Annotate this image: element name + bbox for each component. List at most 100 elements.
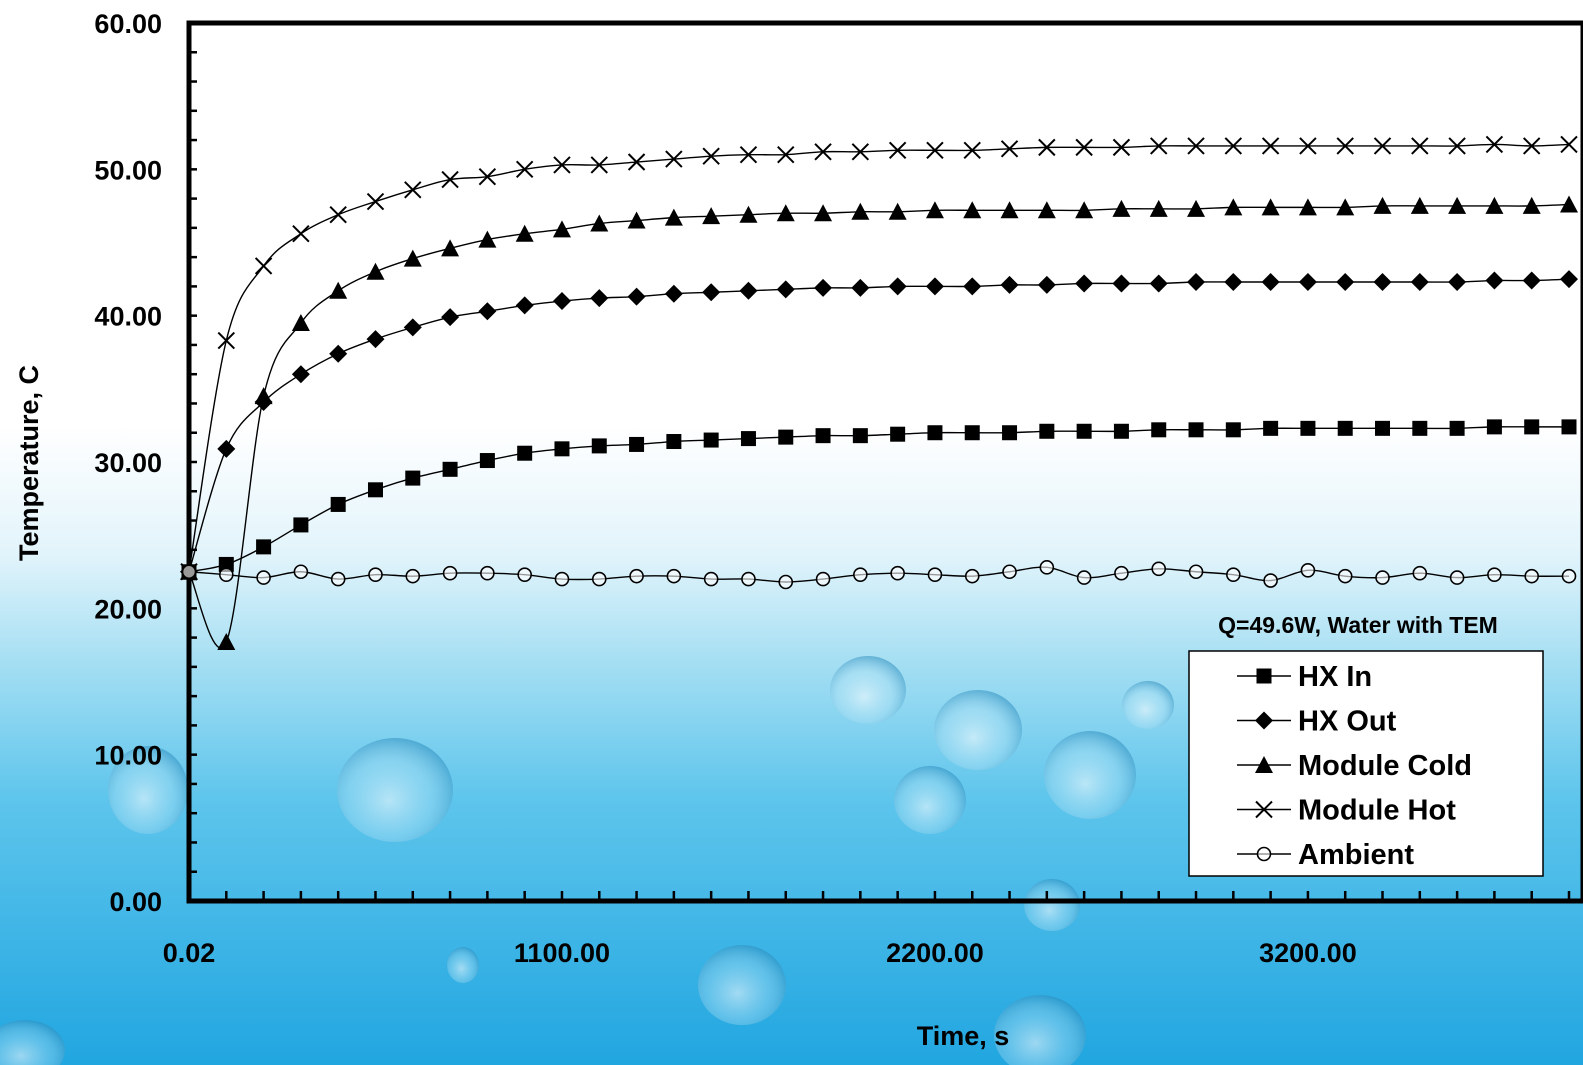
series-module-hot xyxy=(180,135,1578,581)
data-point-hx-out xyxy=(925,277,944,296)
legend: HX In HX Out Module Cold Module Hot Ambient xyxy=(1188,650,1544,877)
data-point-module-cold xyxy=(366,262,385,280)
data-point-ambient xyxy=(517,567,532,582)
data-point-ambient xyxy=(1337,568,1353,584)
data-point-hx-in xyxy=(1039,423,1055,439)
data-point-module-hot xyxy=(366,192,385,211)
data-point-module-cold xyxy=(403,249,422,267)
data-point-module-hot xyxy=(292,225,310,243)
data-point-hx-in xyxy=(852,428,868,444)
data-point-module-cold xyxy=(1037,201,1056,219)
data-point-module-cold xyxy=(478,230,497,248)
y-tick-label: 20.00 xyxy=(94,594,162,624)
data-point-hx-out xyxy=(552,292,571,311)
data-point-ambient xyxy=(181,564,197,580)
y-tick-label: 30.00 xyxy=(94,448,162,478)
data-point-module-hot xyxy=(814,143,832,161)
data-point-module-hot xyxy=(329,205,347,224)
data-point-hx-in xyxy=(218,556,234,572)
data-point-module-cold xyxy=(1000,201,1019,219)
data-point-hx-out xyxy=(963,277,982,296)
series-line-hx-out xyxy=(188,278,1570,572)
data-point-hx-out xyxy=(1187,273,1206,292)
data-point-module-hot xyxy=(1560,135,1578,154)
data-point-hx-out xyxy=(1448,273,1467,292)
data-point-module-hot xyxy=(665,150,683,168)
data-point-module-hot xyxy=(1373,137,1392,155)
series-module-cold xyxy=(180,195,1578,650)
data-point-ambient xyxy=(1039,560,1055,575)
data-point-module-hot xyxy=(478,167,497,186)
data-point-module-hot xyxy=(590,156,608,174)
data-point-ambient xyxy=(405,568,421,584)
data-point-module-hot xyxy=(851,143,870,161)
series-line-module-hot xyxy=(188,143,1570,572)
data-point-ambient xyxy=(666,568,682,584)
data-point-module-cold xyxy=(963,201,982,219)
legend-box xyxy=(1188,650,1544,877)
data-point-hx-in xyxy=(1113,423,1129,439)
data-point-ambient xyxy=(1449,570,1465,585)
data-point-hx-out xyxy=(1261,273,1280,292)
data-point-hx-out xyxy=(1112,274,1131,293)
data-point-ambient xyxy=(1300,562,1316,578)
x-tick-label: 0.02 xyxy=(163,938,216,968)
data-point-module-hot xyxy=(1224,137,1243,155)
data-point-module-hot xyxy=(404,181,422,199)
y-tick-label: 60.00 xyxy=(94,9,162,39)
data-point-hx-out xyxy=(478,302,497,321)
data-point-module-hot xyxy=(441,170,459,189)
data-point-hx-out xyxy=(329,344,348,363)
data-point-module-hot xyxy=(739,145,758,164)
y-tick-label: 50.00 xyxy=(94,155,162,185)
series-line-module-cold xyxy=(188,203,1570,649)
data-point-hx-out xyxy=(702,283,721,302)
data-point-hx-out xyxy=(664,284,683,303)
data-point-ambient xyxy=(964,568,980,584)
series-ambient xyxy=(181,560,1577,590)
data-point-hx-out xyxy=(1336,273,1355,292)
data-point-hx-in xyxy=(815,428,831,444)
data-point-hx-out xyxy=(217,439,236,458)
data-point-ambient xyxy=(629,568,644,584)
data-point-hx-in xyxy=(405,470,421,486)
y-minor-ticks xyxy=(189,21,197,903)
data-point-module-hot xyxy=(254,257,273,275)
data-point-hx-in xyxy=(330,496,346,512)
data-point-module-cold xyxy=(1410,196,1429,214)
data-point-hx-out xyxy=(1560,270,1578,289)
data-point-module-hot xyxy=(1000,140,1019,158)
data-point-module-hot xyxy=(1336,137,1354,155)
data-point-module-cold xyxy=(1112,199,1131,217)
data-point-ambient xyxy=(256,570,271,585)
data-point-module-hot xyxy=(1299,137,1317,155)
data-point-hx-out xyxy=(1149,274,1168,293)
x-tick-label: 1100.00 xyxy=(514,938,610,968)
data-point-hx-in xyxy=(1412,420,1428,436)
data-point-module-cold xyxy=(739,205,758,223)
data-point-ambient xyxy=(1412,565,1428,581)
data-point-module-cold xyxy=(925,201,944,219)
data-point-module-cold xyxy=(441,239,460,257)
data-point-hx-out xyxy=(366,330,385,349)
data-point-module-hot xyxy=(217,331,236,350)
legend-item-module-cold: Module Cold xyxy=(1237,750,1472,782)
data-point-hx-in xyxy=(442,461,458,477)
data-point-module-hot xyxy=(1522,137,1541,155)
data-point-module-hot xyxy=(777,145,795,164)
data-point-module-cold xyxy=(552,220,571,238)
data-point-hx-in xyxy=(1263,420,1279,436)
series-line-hx-in xyxy=(188,426,1569,573)
chart-annotation: Q=49.6W, Water with TEM xyxy=(1218,612,1498,638)
data-point-ambient xyxy=(1487,567,1502,582)
series-hx-out xyxy=(180,270,1578,581)
data-point-ambient xyxy=(1263,573,1278,588)
y-axis-tick-labels: 0.00 10.00 20.00 30.00 40.00 50.00 60.00 xyxy=(94,9,162,917)
data-point-module-cold xyxy=(702,207,721,225)
y-tick-label: 0.00 xyxy=(109,887,162,917)
data-point-module-cold xyxy=(664,208,683,226)
legend-item-hx-out: HX Out xyxy=(1237,706,1397,738)
data-point-module-cold xyxy=(1448,196,1467,214)
data-point-module-hot xyxy=(702,147,720,165)
data-point-ambient xyxy=(1151,561,1167,577)
